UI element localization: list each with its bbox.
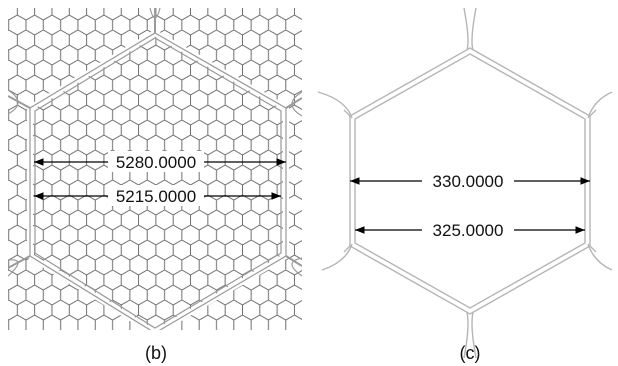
- dimension-label-b-2: 5215.0000: [116, 187, 196, 206]
- caption-c: (c): [460, 343, 481, 363]
- dimension-line-b-1: 5280.0000: [34, 151, 286, 172]
- dimension-line-b-2: 5215.0000: [34, 185, 281, 206]
- dimension-line-c-1: 330.0000: [350, 170, 590, 191]
- dimension-label-c-2: 325.0000: [433, 221, 504, 240]
- unit-cell-frame-b: [8, 8, 302, 330]
- caption-b: (b): [145, 343, 167, 363]
- panel-c: 330.0000 325.0000 (c): [317, 7, 613, 363]
- unit-cell-frame-c: [317, 7, 613, 359]
- dimension-line-c-2: 325.0000: [355, 219, 585, 240]
- panel-b: 5280.0000 5215.0000 (b): [8, 8, 302, 363]
- dimension-label-c-1: 330.0000: [433, 172, 504, 191]
- dimension-label-b-1: 5280.0000: [116, 153, 196, 172]
